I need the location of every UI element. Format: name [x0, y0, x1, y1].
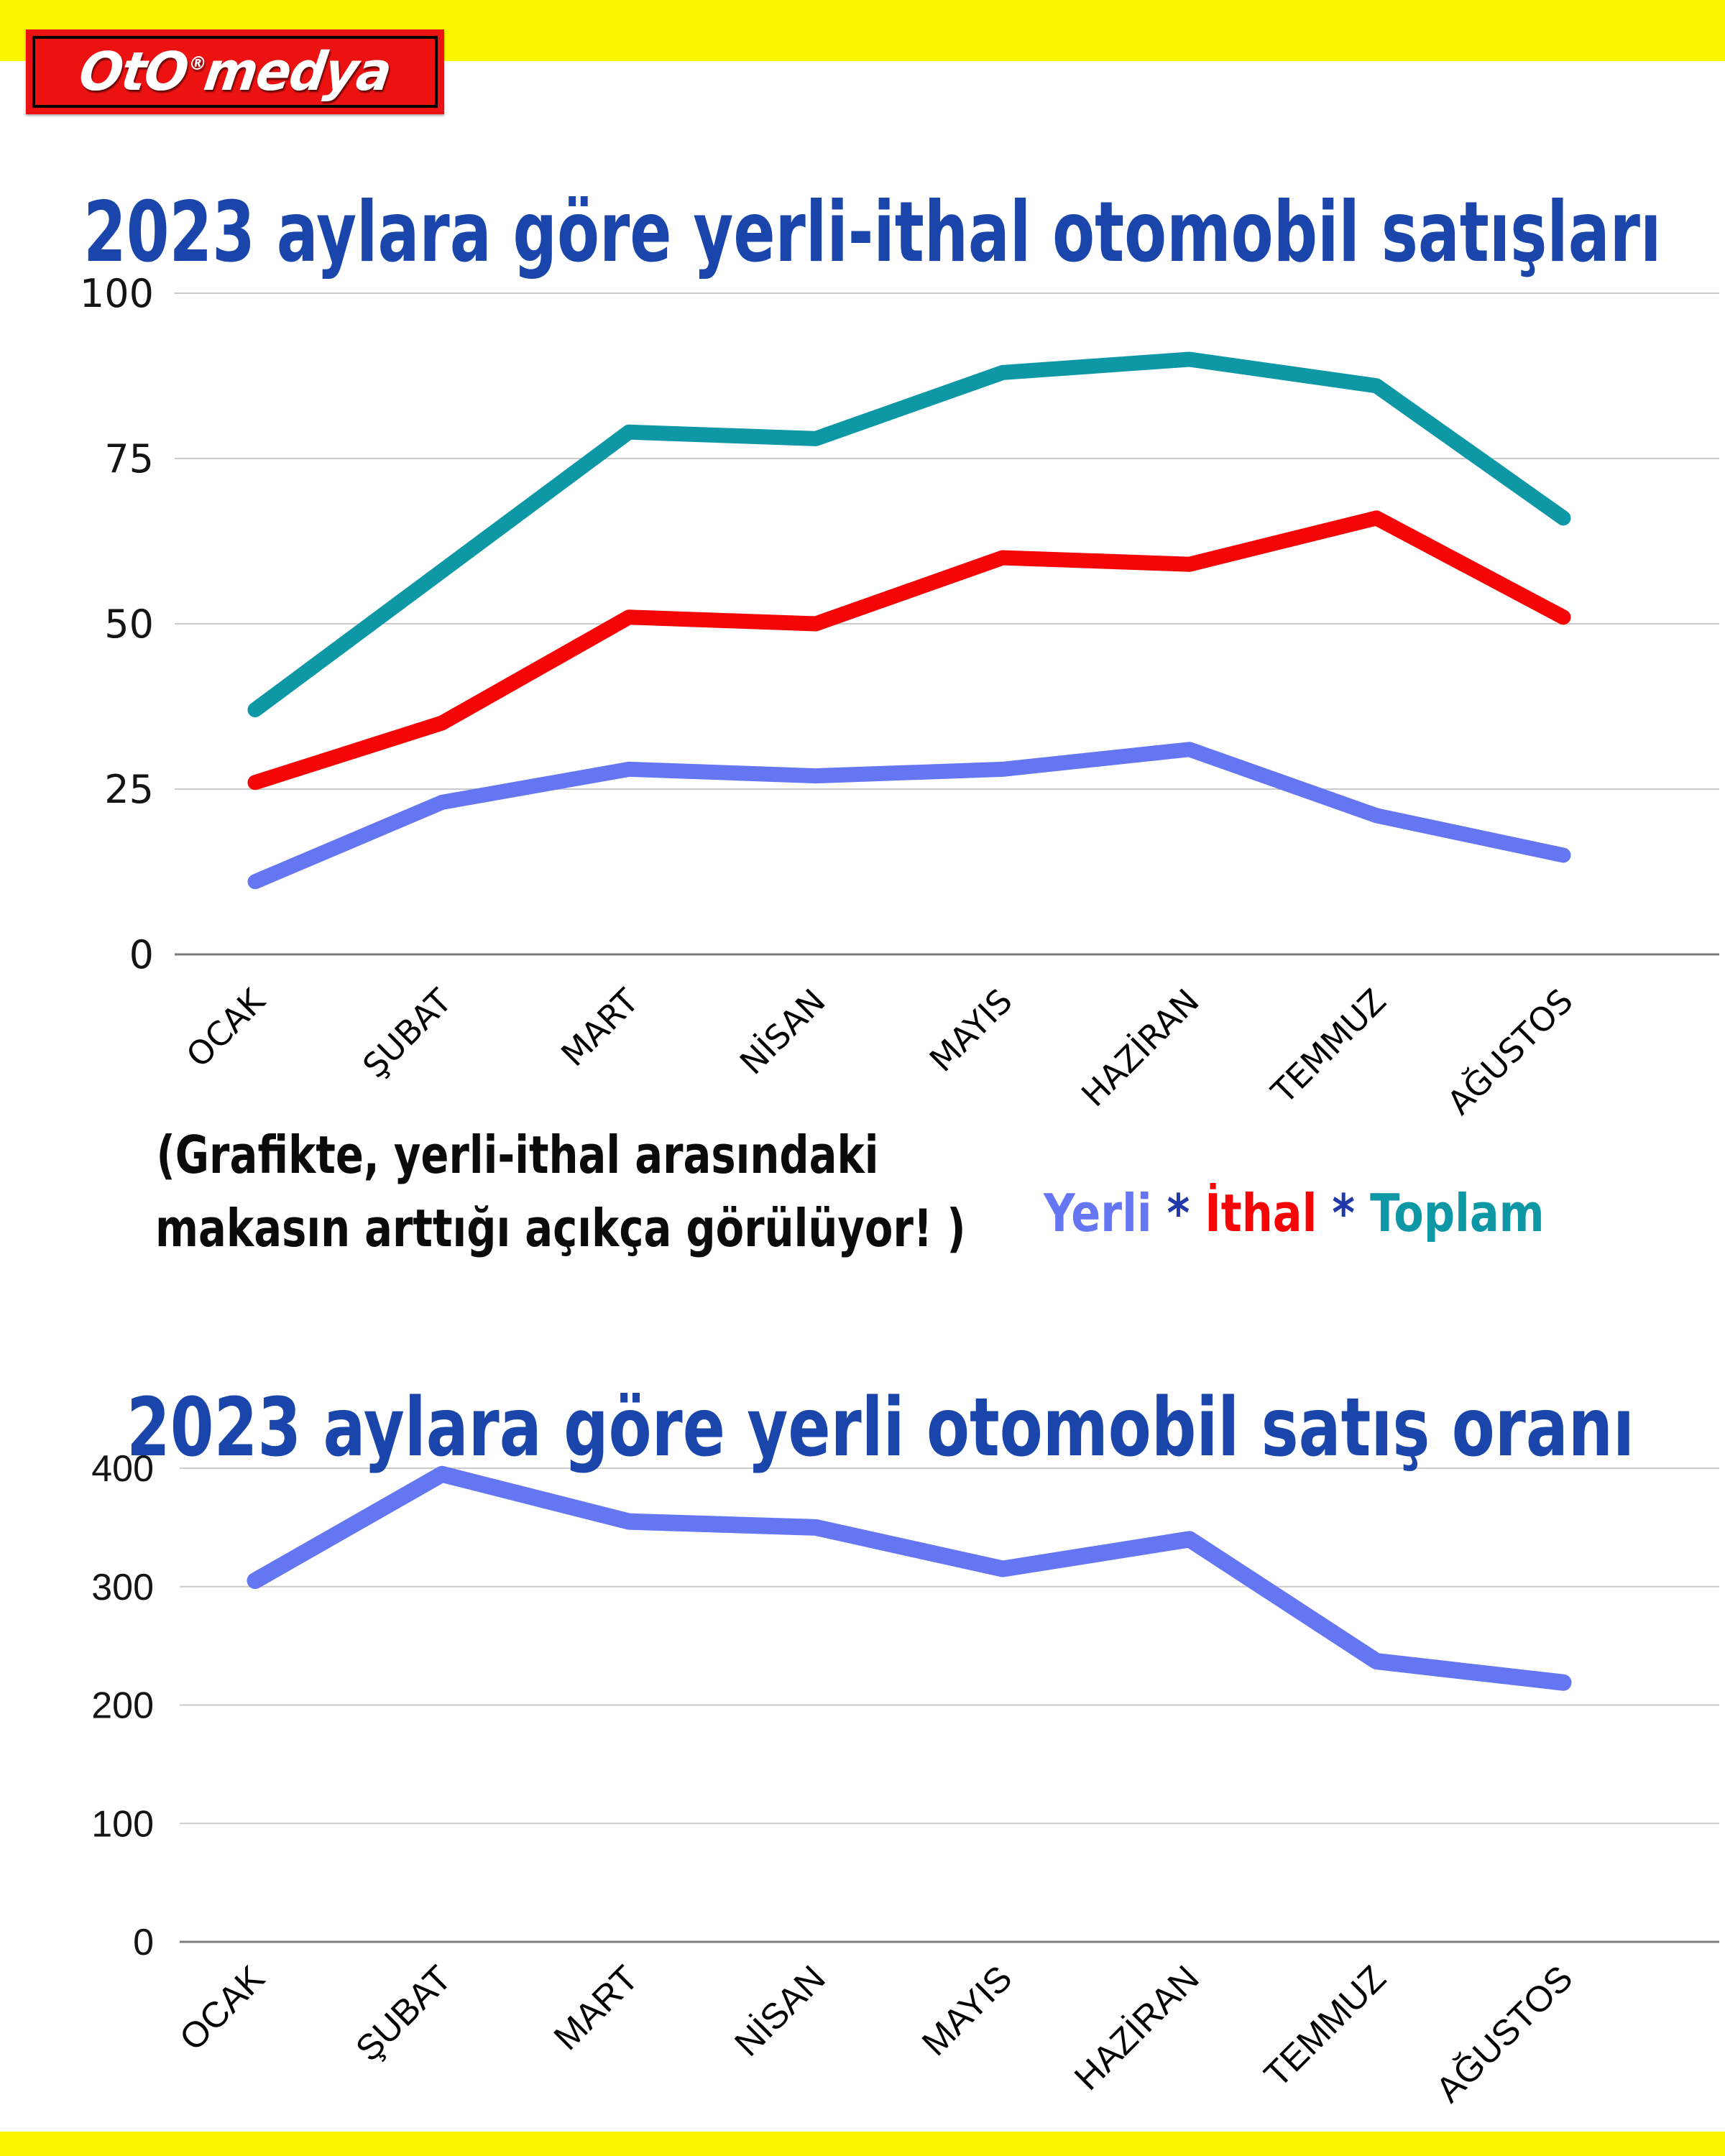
- ratio-chart-title: 2023 aylara göre yerli otomobil satış or…: [126, 1381, 1634, 1475]
- series-line-toplam: [247, 351, 1571, 718]
- x-tick-label: ŞUBAT: [355, 981, 459, 1085]
- y-tick-label: 25: [104, 767, 154, 812]
- y-tick-label: 75: [104, 436, 154, 482]
- annotation-note: (Grafikte, yerli-ithal arasındaki makası…: [155, 1118, 966, 1265]
- x-tick-label: ŞUBAT: [348, 1958, 459, 2069]
- x-tick-label: MART: [553, 981, 646, 1074]
- legend-item-yerli: Yerli: [1044, 1183, 1152, 1243]
- y-tick-label: 200: [91, 1685, 154, 1727]
- x-tick-label: NİSAN: [727, 1958, 833, 2064]
- chart-legend: Yerli * İthal * Toplam: [1044, 1187, 1545, 1239]
- y-tick-label: 0: [133, 1922, 154, 1963]
- y-tick-label: 0: [129, 932, 154, 977]
- series-line-i-thal: [247, 510, 1571, 791]
- legend-separator: *: [1151, 1183, 1205, 1243]
- sales-chart-title: 2023 aylara göre yerli-ithal otomobil sa…: [83, 183, 1662, 281]
- logo-suffix: medya: [201, 41, 395, 103]
- x-tick-label: HAZİRAN: [1074, 982, 1207, 1115]
- legend-item-i̇thal: İthal: [1205, 1183, 1317, 1243]
- x-tick-label: MAYIS: [922, 982, 1020, 1079]
- annotation-line-1: (Grafikte, yerli-ithal arasındaki: [156, 1125, 879, 1185]
- y-tick-label: 100: [80, 271, 154, 316]
- sales-chart: 0 25 50 75 100 OCAK ŞUBAT MART NİSAN MAYIS HAZİRAN…: [80, 271, 1719, 1122]
- y-tick-label: 50: [104, 602, 154, 647]
- legend-item-toplam: Toplam: [1370, 1183, 1545, 1243]
- x-tick-label: TEMMUZ: [1264, 982, 1394, 1112]
- series-line-yerli-oran-: [247, 1465, 1572, 1691]
- y-tick-label: 100: [91, 1803, 154, 1845]
- x-tick-label: AĞUSTOS: [1428, 1958, 1581, 2110]
- y-tick-label: 300: [91, 1567, 154, 1608]
- x-tick-label: OCAK: [172, 1958, 272, 2058]
- series-line-yerli: [247, 742, 1571, 890]
- x-tick-label: NİSAN: [732, 982, 833, 1082]
- x-tick-label: MAYIS: [914, 1958, 1020, 2063]
- x-tick-label: HAZİRAN: [1067, 1958, 1207, 2098]
- otomedya-logo: OtO®medya: [26, 29, 444, 114]
- x-tick-label: TEMMUZ: [1256, 1958, 1394, 2095]
- logo-prefix: OtO: [75, 41, 192, 103]
- legend-separator: *: [1317, 1183, 1371, 1243]
- annotation-line-2: makasın arttığı açıkça görülüyor! ): [155, 1198, 966, 1259]
- y-tick-label: 400: [91, 1448, 154, 1490]
- logo-wordmark: OtO®medya: [75, 41, 395, 103]
- x-tick-label: AĞUSTOS: [1439, 981, 1580, 1122]
- bottom-yellow-banner: [0, 2132, 1725, 2156]
- x-tick-label: MART: [546, 1958, 646, 2058]
- logo-frame: OtO®medya: [32, 36, 438, 108]
- ratio-chart: 0 100 200 300 400 OCAK ŞUBAT MART NİSAN MAYIS HAZİ…: [91, 1448, 1719, 2110]
- x-tick-label: OCAK: [179, 980, 273, 1074]
